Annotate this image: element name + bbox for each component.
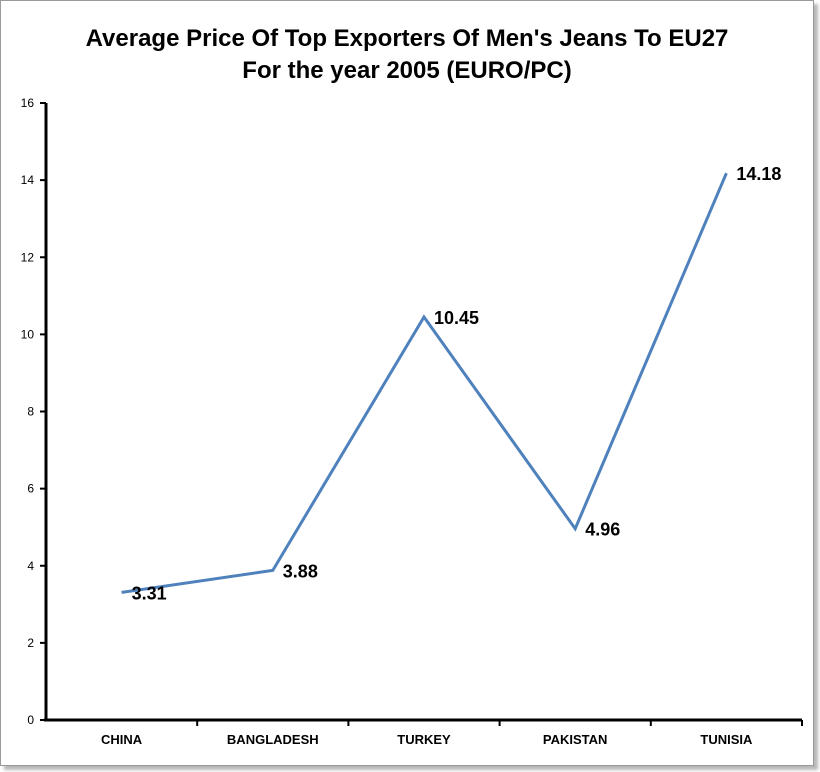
- data-label: 4.96: [585, 520, 620, 540]
- y-tick-label: 14: [21, 173, 35, 187]
- y-tick-label: 16: [21, 96, 35, 110]
- chart-title: Average Price Of Top Exporters Of Men's …: [85, 25, 729, 52]
- y-tick-label: 6: [27, 482, 34, 496]
- series-lines: [121, 172, 728, 594]
- line-chart: 0 2 4 6 8 10 12 14 16 CHINA BANGLADESH TURKEY PAKIS…: [21, 96, 803, 747]
- y-tick-label: 10: [21, 327, 35, 341]
- data-label: 3.88: [283, 561, 318, 581]
- chart-title-block: Average Price Of Top Exporters Of Men's …: [1, 23, 813, 87]
- data-label: 10.45: [434, 308, 479, 328]
- y-tick-label: 0: [27, 713, 34, 727]
- series-line: [121, 172, 728, 594]
- y-axis-ticks: 0 2 4 6 8 10 12 14 16: [21, 96, 46, 727]
- y-tick-label: 8: [27, 405, 34, 419]
- data-labels: 3.31 3.88 10.45 4.96 14.18: [132, 164, 782, 603]
- y-tick-label: 4: [27, 559, 34, 573]
- y-tick-label: 12: [21, 250, 35, 264]
- chart-subtitle: For the year 2005 (EURO/PC): [242, 57, 572, 84]
- x-category-label: TURKEY: [397, 732, 451, 747]
- axes: [44, 103, 802, 722]
- x-category-label: BANGLADESH: [227, 732, 319, 747]
- x-category-label: CHINA: [101, 732, 143, 747]
- x-category-label: PAKISTAN: [543, 732, 608, 747]
- data-label: 14.18: [736, 164, 781, 184]
- data-label: 3.31: [132, 583, 167, 603]
- x-category-label: TUNISIA: [700, 732, 753, 747]
- y-tick-label: 2: [27, 636, 34, 650]
- x-axis-labels: CHINA BANGLADESH TURKEY PAKISTAN TUNISIA: [101, 720, 803, 747]
